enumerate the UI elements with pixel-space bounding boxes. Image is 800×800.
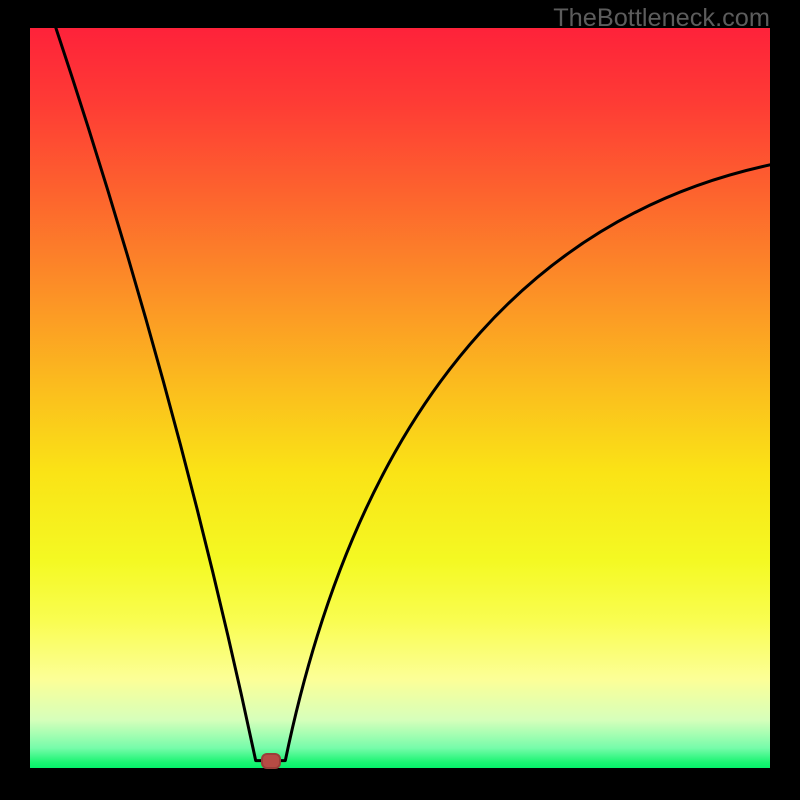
curve-path (56, 28, 770, 761)
bottleneck-curve (30, 28, 770, 768)
chart-plot-area (30, 28, 770, 768)
watermark-text: TheBottleneck.com (553, 4, 770, 33)
minimum-marker (261, 753, 281, 769)
